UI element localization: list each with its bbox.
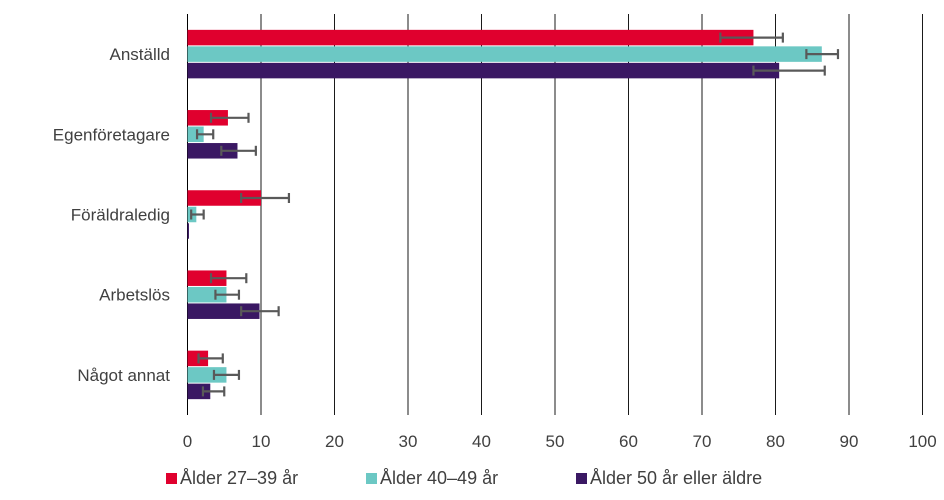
error-bar [214,289,241,300]
bar [187,29,754,46]
error-bar [190,209,205,220]
bar [187,110,228,126]
error-bar [209,273,248,284]
bar [187,126,204,143]
error-bar [240,306,280,317]
x-tick-label: 90 [840,432,859,451]
x-tick-labels: 0 10 20 30 40 50 60 70 80 90 100 [183,432,937,451]
legend-item-40-49: Ålder 40–49 år [366,468,498,489]
x-tick-label: 20 [325,432,344,451]
error-bar [197,353,224,364]
category-label: Något annat [77,366,170,385]
legend-swatch-27-39 [166,473,177,484]
bar [187,223,189,239]
category-label: Anställd [110,45,170,64]
category-label: Föräldraledig [71,206,170,225]
x-tick-label: 70 [693,432,712,451]
category-labels: Anställd Egenföretagare Föräldraledig Arbet… [53,45,170,385]
error-bar [195,129,215,140]
error-bar [209,112,250,123]
error-bar [220,145,257,156]
bar [187,143,238,159]
error-bar [752,65,826,76]
x-tick-label: 10 [252,432,271,451]
legend-item-27-39: Ålder 27–39 år [166,468,298,489]
x-tick-label: 50 [546,432,565,451]
legend-item-50plus: Ålder 50 år eller äldre [576,468,762,489]
legend-label-50plus: Ålder 50 år eller äldre [590,468,763,488]
legend-swatch-40-49 [366,473,377,484]
error-bar [212,369,241,380]
x-tick-label: 30 [399,432,418,451]
legend: Ålder 27–39 år Ålder 40–49 år Ålder 50 å… [0,468,944,496]
bar [187,286,227,303]
legend-label-27-39: Ålder 27–39 år [180,468,299,488]
error-bar [805,49,840,60]
category-label: Arbetslös [99,286,170,305]
error-bars [190,32,840,397]
gridlines [187,14,923,415]
bar [187,190,261,206]
bar [187,46,822,62]
bar [187,270,227,286]
x-tick-label: 60 [619,432,638,451]
error-bar [719,32,784,43]
x-tick-label: 0 [183,432,192,451]
category-label: Egenföretagare [53,125,170,144]
x-tick-label: 80 [766,432,785,451]
x-tick-label: 100 [908,432,936,451]
bar [187,383,211,400]
legend-swatch-50plus [576,473,587,484]
bar [187,62,780,79]
x-tick-label: 40 [472,432,491,451]
error-bar [240,193,291,203]
legend-label-40-49: Ålder 40–49 år [380,468,499,488]
bars [187,29,822,400]
error-bar [201,386,226,397]
bar [187,367,227,383]
